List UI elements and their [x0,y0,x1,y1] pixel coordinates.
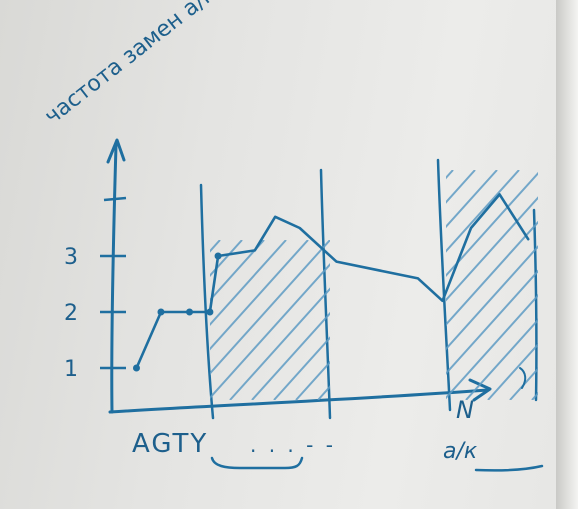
hatch-line [317,385,330,400]
hatch-line [362,240,506,400]
hatch-line [446,170,454,180]
y-tick-label: 3 [64,245,78,270]
y-tick-mark [103,196,127,202]
series-line [135,193,530,370]
hatch-line [210,240,265,302]
hatch-line [446,196,538,302]
bracket-underline [210,456,304,470]
y-axis-label: частота замен а/к [40,0,220,130]
hatch-line [487,342,538,400]
hatch-line [446,269,538,375]
hatch-line [10,240,154,400]
hatch-line [210,240,221,253]
y-tick-label: 1 [64,357,78,382]
boundary-line-2 [319,168,332,420]
data-series [132,193,530,372]
hatch-line [251,311,330,400]
hatch-line [273,336,330,400]
hatch-line [229,287,330,400]
y-axis [110,143,118,414]
hatch-line [32,240,176,400]
hatch-line [210,240,287,326]
x-axis-label: а/к [443,439,478,464]
x-axis-arrow [468,378,492,402]
hatch-line [446,294,538,400]
hatched-region-2 [446,170,578,400]
hatch-line [446,245,538,351]
y-tick-label: 2 [64,301,78,326]
hatched-region-1 [10,240,506,400]
data-point [157,308,165,316]
x-tick-label-dots: . . . - - [250,433,336,457]
boundary-line-4 [532,208,538,402]
x-end-label: N [456,396,474,424]
hatch-line [446,171,538,278]
hatch-line [210,240,330,375]
hatch-line [210,240,243,278]
boundary-line-1 [199,183,215,420]
hatch-line [446,220,538,326]
data-point [186,308,194,316]
hatch-line [340,240,484,400]
data-point [206,308,214,316]
y-axis-arrow [106,138,126,164]
x-label-underline [474,464,544,472]
hatch-line [465,318,538,400]
hatch-line [210,262,330,400]
edge-bracket [519,367,527,389]
hatch-line [295,360,330,400]
hatch-line [210,240,309,351]
data-point [214,252,222,260]
y-ticks: 1 2 3 [64,196,127,382]
x-tick-label-agty: AGTY [132,429,208,459]
hatch-line [554,170,578,400]
hatch-line [446,170,498,229]
hatch-line [446,170,520,253]
boundary-line-3 [436,158,452,412]
whiteboard-edge [556,0,578,509]
data-point [132,364,140,372]
hatch-line [531,391,538,400]
x-axis [108,388,490,414]
